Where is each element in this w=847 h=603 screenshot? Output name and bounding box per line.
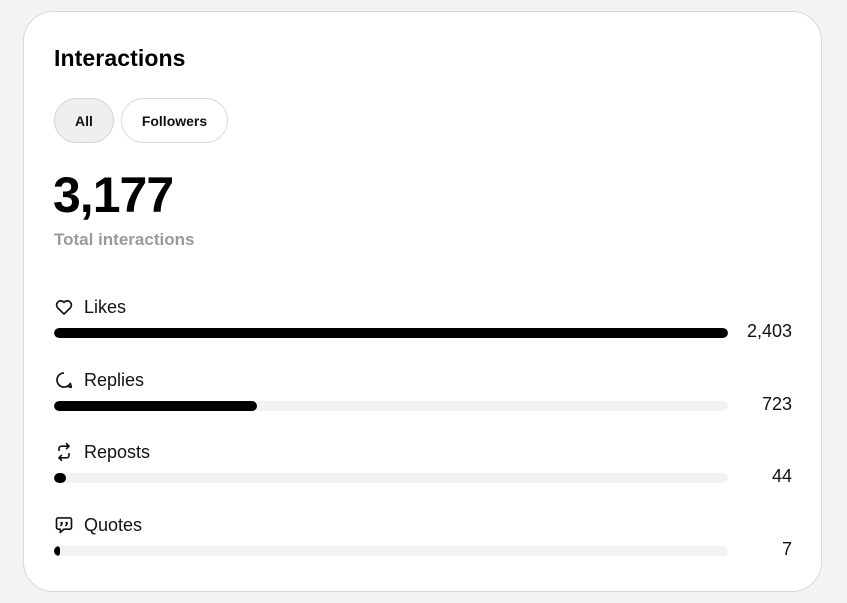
total-interactions-value: 3,177 — [53, 167, 174, 223]
quotes-bar-track — [54, 546, 728, 556]
replies-bar-fill — [54, 401, 257, 411]
quotes-bar-fill — [54, 546, 60, 556]
metric-value: 723 — [761, 394, 792, 414]
tab-all[interactable]: All — [54, 98, 114, 143]
repost-icon — [54, 442, 74, 462]
likes-bar-fill — [54, 328, 728, 338]
metric-replies: Replies 723 — [54, 368, 792, 418]
quote-bubble-icon — [54, 515, 74, 535]
tab-followers[interactable]: Followers — [121, 98, 228, 143]
reply-bubble-icon — [54, 370, 74, 390]
replies-bar-track — [54, 401, 728, 411]
metric-value: 44 — [771, 466, 792, 486]
metric-label: Replies — [84, 369, 145, 390]
metric-reposts: Reposts 44 — [54, 440, 792, 490]
metric-label: Reposts — [84, 441, 151, 462]
heart-icon — [54, 297, 74, 317]
metric-quotes: Quotes 7 — [54, 513, 792, 563]
metric-label: Likes — [84, 296, 127, 317]
metric-likes: Likes 2,403 — [54, 295, 792, 345]
metric-label: Quotes — [84, 514, 143, 535]
reposts-bar-fill — [54, 473, 67, 483]
total-interactions-label: Total interactions — [54, 230, 195, 249]
interactions-card: Interactions All Followers 3,177 Total i… — [23, 11, 822, 592]
reposts-bar-track — [54, 473, 728, 483]
filter-tabs: All Followers — [54, 98, 228, 143]
metric-value: 2,403 — [746, 321, 792, 341]
likes-bar-track — [54, 328, 728, 338]
card-title: Interactions — [54, 45, 186, 71]
metric-value: 7 — [781, 539, 792, 559]
